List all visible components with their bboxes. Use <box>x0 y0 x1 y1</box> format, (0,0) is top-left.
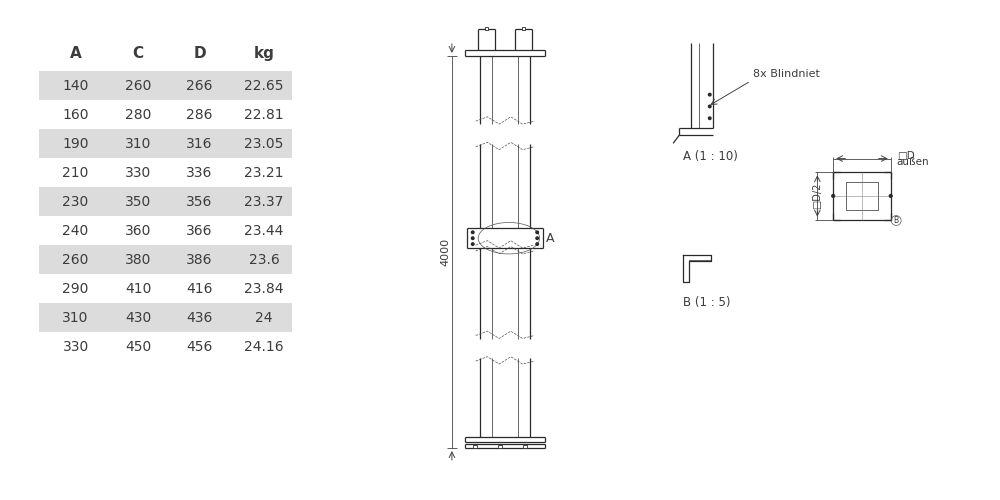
Bar <box>39 332 292 361</box>
Text: 210: 210 <box>62 166 89 179</box>
Circle shape <box>832 194 835 198</box>
Bar <box>39 216 292 245</box>
Text: 350: 350 <box>125 194 151 208</box>
Text: 366: 366 <box>186 224 213 237</box>
Text: □D: □D <box>897 150 914 160</box>
Bar <box>39 71 292 100</box>
Text: 330: 330 <box>125 166 151 179</box>
Text: 436: 436 <box>186 310 213 324</box>
Text: 336: 336 <box>186 166 213 179</box>
Text: A: A <box>546 232 554 244</box>
Text: B (1 : 5): B (1 : 5) <box>683 296 731 309</box>
Circle shape <box>536 231 538 234</box>
Circle shape <box>889 194 892 198</box>
Text: 22.81: 22.81 <box>244 108 284 122</box>
Text: 160: 160 <box>62 108 89 122</box>
Text: □D/2: □D/2 <box>812 182 822 209</box>
Circle shape <box>708 117 711 119</box>
Text: 8x Blindniet: 8x Blindniet <box>753 69 820 79</box>
Bar <box>39 303 292 332</box>
Bar <box>523 444 527 448</box>
Text: 286: 286 <box>186 108 213 122</box>
Text: 310: 310 <box>62 310 89 324</box>
Text: 416: 416 <box>186 282 213 296</box>
Circle shape <box>536 237 538 240</box>
Text: 330: 330 <box>62 340 89 353</box>
Text: 266: 266 <box>186 78 213 92</box>
Text: 140: 140 <box>62 78 89 92</box>
Text: 23.05: 23.05 <box>244 136 284 150</box>
Bar <box>39 158 292 187</box>
Text: 410: 410 <box>125 282 151 296</box>
Bar <box>39 100 292 129</box>
Text: 190: 190 <box>62 136 89 150</box>
Text: 23.84: 23.84 <box>244 282 284 296</box>
Bar <box>39 129 292 158</box>
Bar <box>39 245 292 274</box>
Text: 260: 260 <box>62 252 89 266</box>
Circle shape <box>536 243 538 246</box>
Text: 280: 280 <box>125 108 151 122</box>
Text: 456: 456 <box>186 340 213 353</box>
Text: 230: 230 <box>62 194 89 208</box>
Circle shape <box>471 231 474 234</box>
Bar <box>485 27 488 30</box>
Text: D: D <box>193 46 206 61</box>
Text: 24.16: 24.16 <box>244 340 284 353</box>
Bar <box>39 274 292 303</box>
Circle shape <box>708 105 711 108</box>
Text: 22.65: 22.65 <box>244 78 284 92</box>
Text: 356: 356 <box>186 194 213 208</box>
Bar <box>833 172 891 220</box>
Text: 23.21: 23.21 <box>244 166 284 179</box>
Text: 386: 386 <box>186 252 213 266</box>
Text: 4000: 4000 <box>440 238 450 266</box>
Text: 430: 430 <box>125 310 151 324</box>
Bar <box>522 27 525 30</box>
Text: A (1 : 10): A (1 : 10) <box>683 150 738 162</box>
Text: A: A <box>70 46 81 61</box>
Circle shape <box>471 237 474 240</box>
Text: 360: 360 <box>125 224 151 237</box>
Text: B: B <box>894 216 899 225</box>
Text: 310: 310 <box>125 136 151 150</box>
Text: kg: kg <box>254 46 274 61</box>
Text: 450: 450 <box>125 340 151 353</box>
Bar <box>846 182 878 210</box>
Text: 23.6: 23.6 <box>249 252 279 266</box>
Text: 24: 24 <box>255 310 273 324</box>
Bar <box>39 187 292 216</box>
Text: außen: außen <box>897 158 929 168</box>
Text: 380: 380 <box>125 252 151 266</box>
Text: 260: 260 <box>125 78 151 92</box>
Circle shape <box>471 243 474 246</box>
Text: 240: 240 <box>62 224 89 237</box>
Bar <box>473 444 477 448</box>
Text: 23.44: 23.44 <box>244 224 284 237</box>
Text: 290: 290 <box>62 282 89 296</box>
Text: 316: 316 <box>186 136 213 150</box>
Text: C: C <box>132 46 144 61</box>
Bar <box>498 444 502 448</box>
Text: 23.37: 23.37 <box>244 194 284 208</box>
Circle shape <box>708 94 711 96</box>
